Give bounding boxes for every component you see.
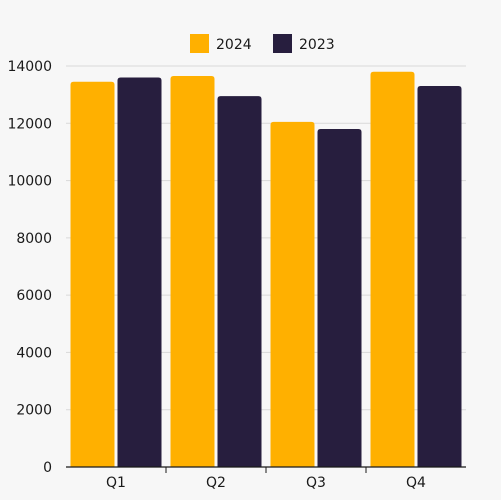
x-tick-label: Q4: [406, 475, 426, 491]
bar-2024-Q2: [170, 76, 215, 468]
y-tick-label: 4000: [16, 345, 52, 361]
legend-swatch-2023: [273, 34, 292, 53]
bar-2023-Q2: [217, 96, 262, 467]
bars: [70, 71, 462, 468]
y-tick-label: 14000: [7, 59, 52, 75]
x-tick-label: Q1: [106, 475, 126, 491]
y-tick-label: 12000: [7, 116, 52, 132]
legend-label-2024: 2024: [216, 37, 252, 53]
legend-swatch-2024: [190, 34, 209, 53]
bar-2023-Q1: [117, 77, 162, 467]
y-tick-label: 6000: [16, 288, 52, 304]
legend: 2024 2023: [190, 34, 335, 53]
bar-2024-Q3: [270, 121, 315, 467]
y-tick-label: 2000: [16, 403, 52, 419]
y-tick-label: 0: [43, 460, 52, 476]
x-tick-label: Q2: [206, 475, 226, 491]
legend-label-2023: 2023: [299, 37, 335, 53]
y-tick-label: 10000: [7, 174, 52, 190]
y-tick-label: 8000: [16, 231, 52, 247]
bar-2023-Q4: [417, 86, 462, 468]
bar-2023-Q3: [317, 129, 362, 467]
bar-2024-Q1: [70, 81, 115, 467]
bar-2024-Q4: [370, 71, 415, 467]
axes: 0 2000 4000 6000 8000 10000 12000 14000 Q1 Q2 Q3 Q4: [7, 59, 466, 491]
x-tick-label: Q3: [306, 475, 326, 491]
